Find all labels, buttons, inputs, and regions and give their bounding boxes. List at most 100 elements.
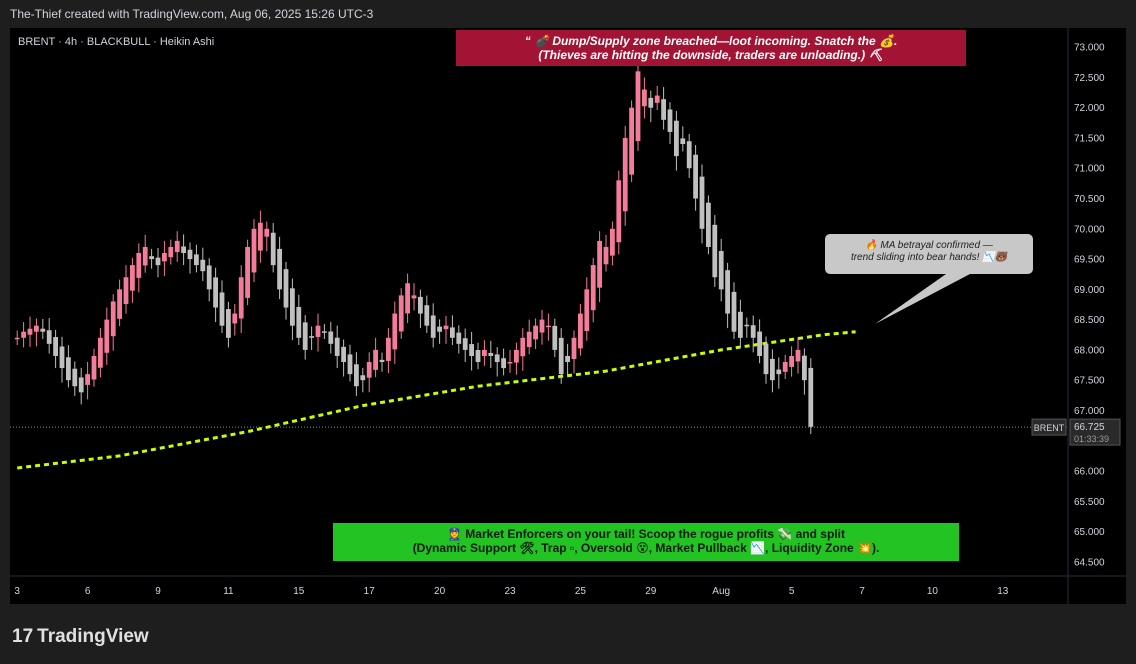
candle-body <box>226 309 231 338</box>
callout-line: 🔥 MA betrayal confirmed — <box>865 240 993 251</box>
candle-body <box>437 326 442 332</box>
candle-body <box>181 246 186 254</box>
candle-body <box>488 352 494 356</box>
tradingview-logo[interactable]: 17 TradingView <box>12 626 149 647</box>
header-bar: The-Thief created with TradingView.com, … <box>0 0 1136 28</box>
candle-body <box>386 337 391 361</box>
banner-line: 👮 Market Enforcers on your tail! Scoop t… <box>447 527 845 541</box>
candle-body <box>802 355 807 381</box>
candle-body <box>341 346 346 363</box>
candle-body <box>142 246 148 266</box>
candle-body <box>46 330 52 344</box>
candle-body <box>59 346 65 369</box>
candle-body <box>622 137 628 212</box>
candle-body <box>469 344 474 356</box>
price-tick-label: 65.500 <box>1074 497 1105 508</box>
candle-body <box>411 295 417 299</box>
candle-body <box>603 246 609 265</box>
candle-body <box>584 289 590 331</box>
candle-body <box>552 325 558 350</box>
price-tick-label: 72.500 <box>1074 73 1105 84</box>
candle-body <box>674 120 679 157</box>
candle-body <box>616 180 622 243</box>
candle-body <box>526 331 532 348</box>
candle-body <box>629 107 634 175</box>
candle-body <box>373 349 378 370</box>
symbol-tag-box <box>1031 418 1067 436</box>
price-tick-label: 67.500 <box>1074 376 1105 387</box>
time-tick-label: 10 <box>927 586 939 597</box>
candle-body <box>366 362 372 378</box>
candle-body <box>443 325 449 330</box>
price-axis <box>1068 28 1126 576</box>
candle-body <box>219 292 225 326</box>
candle-body <box>200 259 206 272</box>
candle-body <box>571 337 577 360</box>
candle-body <box>379 359 385 363</box>
banner-line: “ 💣 Dump/Supply zone breached—loot incom… <box>524 34 898 48</box>
candle-body <box>731 291 737 332</box>
price-tick-label: 65.000 <box>1074 527 1105 538</box>
symbol-info: BRENT · 4h · BLACKBULL · Heikin Ashi <box>18 36 215 48</box>
candle-body <box>296 307 302 338</box>
candle-body <box>456 332 462 344</box>
candle-body <box>699 176 705 229</box>
candle-body <box>309 336 314 338</box>
price-tick-label: 64.500 <box>1074 557 1105 568</box>
candle-body <box>789 355 794 367</box>
price-tick-label: 70.500 <box>1074 194 1105 205</box>
candle-body <box>27 328 33 335</box>
time-tick-label: 17 <box>364 586 376 597</box>
price-chart[interactable]: 64.50065.00065.50066.00066.50067.00067.5… <box>10 28 1126 604</box>
price-tick-label: 69.000 <box>1074 285 1105 296</box>
candle-body <box>398 295 404 332</box>
candle-body <box>85 374 90 385</box>
candle-body <box>187 249 193 260</box>
candle-body <box>283 269 289 308</box>
candle-body <box>738 311 743 338</box>
time-tick-label: 20 <box>434 586 446 597</box>
supply-zone-banner: “ 💣 Dump/Supply zone breached—loot incom… <box>456 30 966 66</box>
time-tick-label: 5 <box>789 586 795 597</box>
candle-body <box>744 324 750 327</box>
banner-line: (Thieves are hitting the downside, trade… <box>538 48 884 62</box>
candle-body <box>424 305 430 326</box>
candle-body <box>213 277 218 308</box>
candle-body <box>392 313 398 350</box>
time-tick-label: 3 <box>14 586 20 597</box>
candle-body <box>174 240 180 253</box>
candle-body <box>264 228 270 237</box>
time-tick-label: Aug <box>712 586 730 597</box>
candle-body <box>91 355 97 380</box>
candle-body <box>450 327 455 338</box>
candle-body <box>53 337 58 356</box>
chart-panel[interactable]: 64.50065.00065.50066.00066.50067.00067.5… <box>10 28 1126 604</box>
candle-body <box>21 331 26 338</box>
candle-body <box>78 377 84 393</box>
candle-body <box>418 296 423 314</box>
candle-body <box>194 254 199 266</box>
candle-body <box>597 240 602 288</box>
candle-body <box>533 325 538 340</box>
candle-body <box>642 89 647 107</box>
candle-body <box>40 328 46 332</box>
candle-body <box>718 251 724 290</box>
candle-body <box>251 228 257 273</box>
candle-body <box>117 289 122 319</box>
candle-body <box>482 349 487 357</box>
candle-body <box>501 358 506 369</box>
price-tick-label: 70.000 <box>1074 224 1105 235</box>
time-tick-label: 25 <box>575 586 587 597</box>
candle-body <box>514 349 519 363</box>
candle-body <box>206 265 212 290</box>
candle-body <box>14 337 20 340</box>
candle-body <box>635 71 641 142</box>
candle-body <box>578 313 583 349</box>
time-tick-label: 11 <box>223 586 234 597</box>
candle-body <box>686 141 692 169</box>
price-tick-label: 71.000 <box>1074 164 1105 175</box>
time-tick-label: 6 <box>85 586 91 597</box>
candle-body <box>270 232 276 266</box>
candle-body <box>693 154 698 199</box>
candle-body <box>706 202 711 247</box>
